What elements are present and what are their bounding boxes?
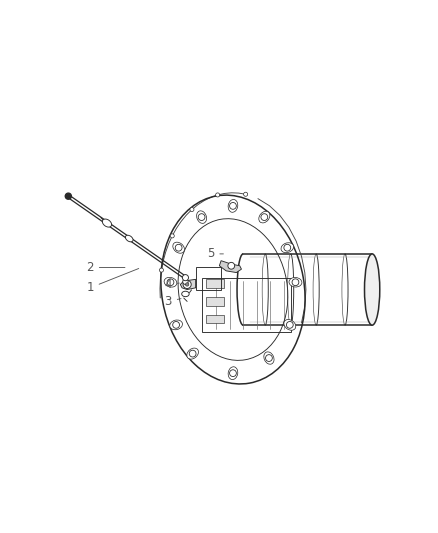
Bar (196, 268, 221, 289)
Circle shape (173, 321, 180, 328)
Circle shape (65, 193, 71, 199)
Circle shape (189, 350, 196, 357)
Polygon shape (180, 279, 196, 289)
Ellipse shape (197, 211, 207, 223)
Ellipse shape (259, 211, 270, 223)
Circle shape (175, 244, 182, 251)
Ellipse shape (102, 219, 112, 227)
Circle shape (183, 279, 188, 285)
Circle shape (244, 192, 247, 196)
Ellipse shape (364, 254, 380, 325)
Circle shape (182, 274, 188, 281)
Circle shape (198, 214, 205, 221)
Circle shape (190, 207, 194, 212)
Circle shape (230, 370, 237, 377)
Bar (206, 297, 224, 305)
Ellipse shape (281, 243, 293, 253)
Text: 2: 2 (86, 261, 125, 274)
Circle shape (292, 279, 299, 286)
Ellipse shape (182, 291, 189, 297)
Ellipse shape (228, 367, 238, 379)
Circle shape (167, 279, 174, 286)
Ellipse shape (228, 199, 238, 212)
Circle shape (183, 280, 191, 288)
Text: 3: 3 (165, 295, 181, 308)
Circle shape (215, 193, 220, 197)
Ellipse shape (187, 348, 198, 359)
Text: 5: 5 (207, 247, 223, 261)
Ellipse shape (284, 319, 296, 330)
Bar (206, 279, 224, 288)
Circle shape (170, 234, 174, 238)
Circle shape (265, 354, 272, 361)
Ellipse shape (125, 235, 133, 242)
Circle shape (159, 268, 163, 272)
Ellipse shape (170, 320, 183, 330)
Ellipse shape (264, 352, 274, 364)
Ellipse shape (164, 277, 177, 287)
Ellipse shape (173, 242, 184, 253)
Circle shape (261, 214, 268, 221)
Bar (206, 315, 224, 324)
Circle shape (284, 244, 291, 251)
Polygon shape (219, 261, 241, 272)
Text: 4: 4 (164, 278, 179, 291)
Text: 1: 1 (86, 269, 139, 294)
Circle shape (286, 321, 293, 328)
Circle shape (230, 203, 237, 209)
Circle shape (185, 282, 189, 286)
Ellipse shape (289, 278, 302, 287)
Circle shape (228, 262, 235, 269)
